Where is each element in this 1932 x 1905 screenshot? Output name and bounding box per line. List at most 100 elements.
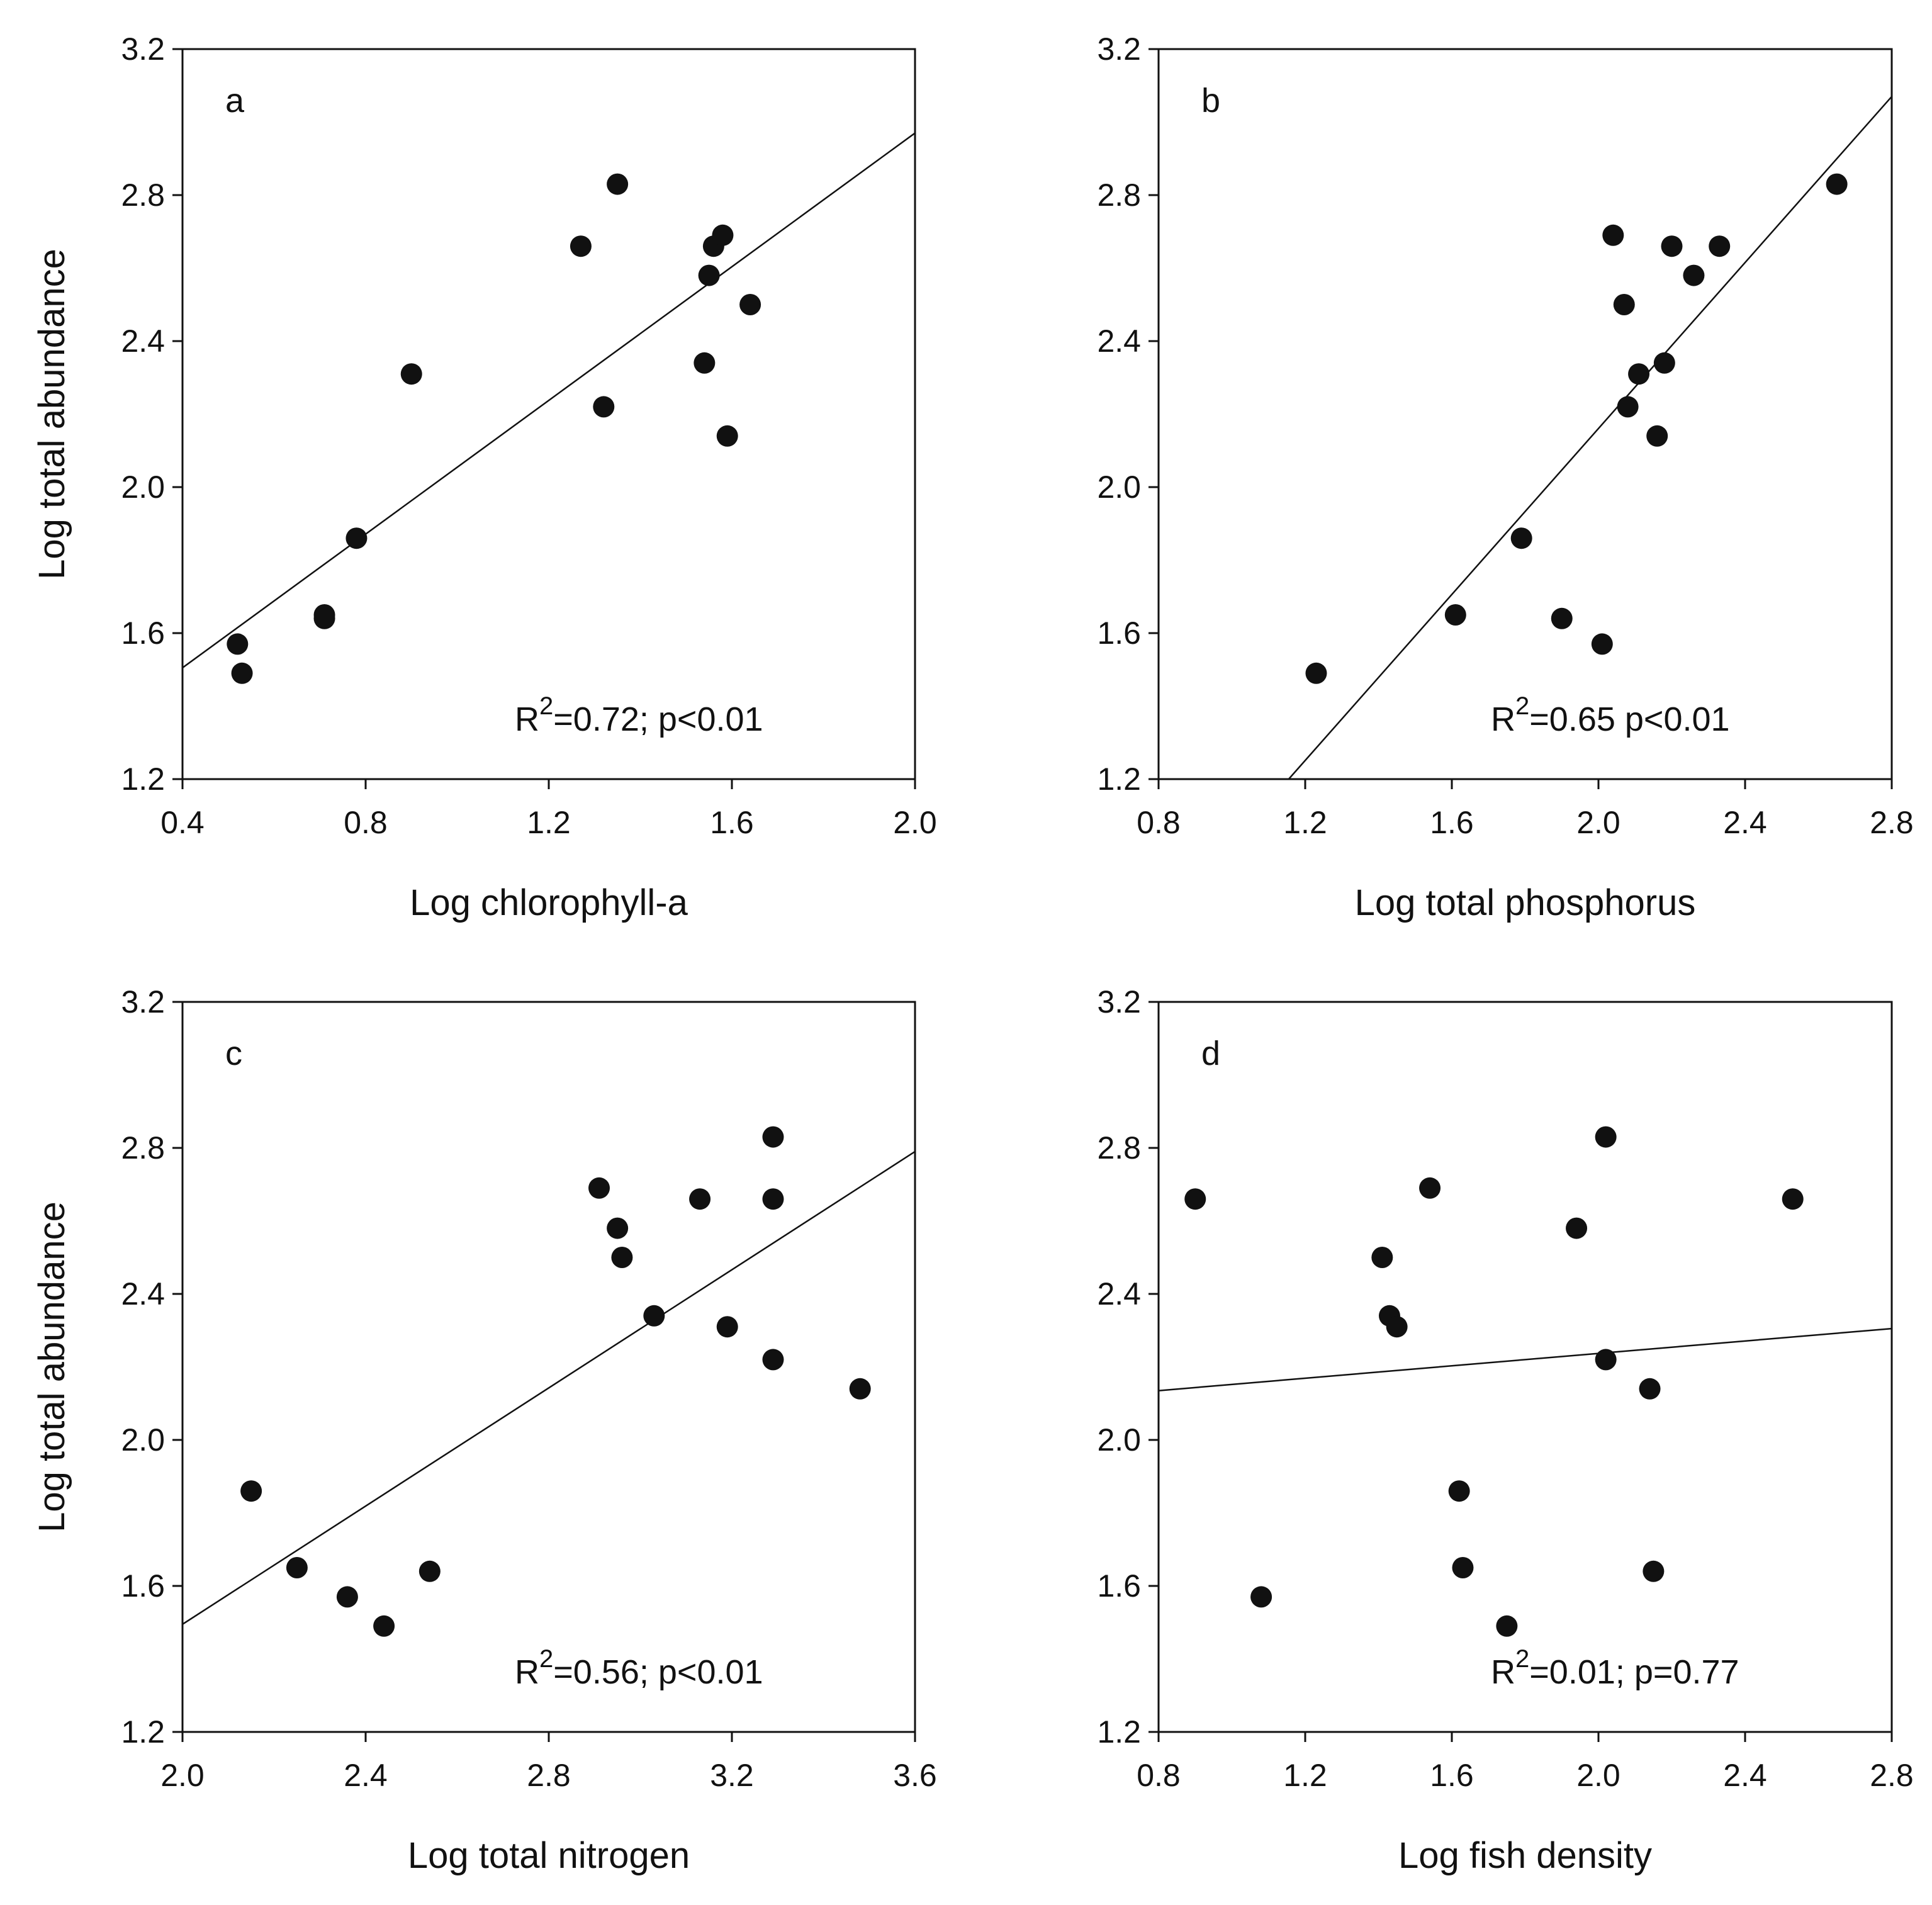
data-point xyxy=(1661,235,1683,257)
x-tick-label: 2.4 xyxy=(1723,1758,1767,1793)
y-tick-label: 1.6 xyxy=(1097,615,1141,651)
panel-d: 0.8 1.2 1.6 2.0 2.4 2.8 1.2 1.6 2.0 2.4 2.8 3.2 Log … xyxy=(1097,984,1913,1876)
data-point xyxy=(1591,633,1613,655)
data-point xyxy=(1709,235,1731,257)
panel-b: 0.8 1.2 1.6 2.0 2.4 2.8 1.2 1.6 2.0 2.4 2.8 3.2 Log … xyxy=(1097,31,1913,923)
data-point xyxy=(231,662,253,684)
data-point xyxy=(1551,607,1573,629)
data-point xyxy=(643,1305,665,1327)
data-point xyxy=(593,396,615,418)
panel-letter: c xyxy=(225,1035,242,1072)
x-tick-label: 1.6 xyxy=(710,805,754,840)
y-tick-label: 1.2 xyxy=(1097,1714,1141,1750)
y-tick-label: 1.2 xyxy=(1097,761,1141,797)
regression-line xyxy=(183,1150,915,1625)
y-tick-label: 3.2 xyxy=(1097,31,1141,67)
y-tick-label: 1.2 xyxy=(121,1714,165,1750)
y-tick-label: 3.2 xyxy=(1097,984,1141,1020)
x-tick-label: 1.6 xyxy=(1430,805,1474,840)
regression-line xyxy=(183,132,915,669)
data-point xyxy=(712,224,734,246)
data-point xyxy=(698,264,720,286)
y-tick-label: 1.6 xyxy=(1097,1568,1141,1604)
data-point xyxy=(1639,1378,1661,1400)
regression-line xyxy=(1159,1327,1892,1391)
data-point xyxy=(400,363,422,385)
x-tick-label: 0.8 xyxy=(1137,1758,1181,1793)
x-tick-label: 2.8 xyxy=(1870,1758,1914,1793)
x-tick-label: 3.6 xyxy=(893,1758,937,1793)
regression-stats: R2=0.01; p=0.77 xyxy=(1491,1645,1739,1691)
data-point xyxy=(1683,264,1705,286)
y-tick-label: 3.2 xyxy=(121,984,165,1020)
x-tick-label: 0.4 xyxy=(160,805,205,840)
data-point xyxy=(1566,1217,1588,1239)
x-tick-label: 2.4 xyxy=(344,1758,388,1793)
y-axis-label: Log total abundance xyxy=(31,249,72,580)
data-point xyxy=(1444,604,1466,626)
x-axis-label: Log total phosphorus xyxy=(1355,882,1696,923)
x-tick-label: 2.0 xyxy=(1576,805,1620,840)
data-point xyxy=(716,425,738,447)
data-point xyxy=(739,294,761,315)
data-point xyxy=(1595,1126,1617,1148)
data-point xyxy=(1643,1560,1665,1582)
data-point xyxy=(1617,396,1639,418)
x-tick-label: 0.8 xyxy=(344,805,388,840)
data-point xyxy=(1510,527,1532,549)
x-tick-label: 3.2 xyxy=(710,1758,754,1793)
y-tick-label: 2.0 xyxy=(1097,1422,1141,1458)
panel-letter: a xyxy=(225,82,245,120)
plot-frame xyxy=(1157,1001,1893,1733)
y-tick-label: 2.8 xyxy=(121,1130,165,1166)
data-point xyxy=(1595,1349,1617,1371)
data-point xyxy=(313,607,335,629)
data-point xyxy=(336,1586,358,1608)
x-tick-label: 2.8 xyxy=(527,1758,571,1793)
y-tick-label: 2.0 xyxy=(121,469,165,505)
y-tick-label: 3.2 xyxy=(121,31,165,67)
data-point xyxy=(694,352,716,374)
y-tick-label: 2.8 xyxy=(1097,1130,1141,1166)
panel-a: 0.4 0.8 1.2 1.6 2.0 1.2 1.6 2.0 2.4 2.8 3.2 Log chl… xyxy=(31,31,937,923)
data-point xyxy=(716,1316,738,1338)
data-point xyxy=(1782,1188,1804,1210)
data-point xyxy=(1250,1586,1272,1608)
data-point xyxy=(607,1217,629,1239)
data-point xyxy=(240,1480,262,1502)
x-tick-label: 2.0 xyxy=(893,805,937,840)
panel-letter: d xyxy=(1201,1035,1220,1072)
y-tick-label: 2.8 xyxy=(121,177,165,213)
regression-stats: R2=0.56; p<0.01 xyxy=(515,1645,763,1691)
x-tick-label: 1.6 xyxy=(1430,1758,1474,1793)
y-tick-label: 2.8 xyxy=(1097,177,1141,213)
data-point xyxy=(1305,662,1327,684)
y-tick-label: 1.6 xyxy=(121,615,165,651)
data-point xyxy=(373,1615,395,1637)
x-axis-label: Log chlorophyll-a xyxy=(410,882,688,923)
data-point xyxy=(1496,1615,1518,1637)
data-point xyxy=(762,1126,784,1148)
data-point xyxy=(1613,294,1635,315)
data-point xyxy=(607,173,629,195)
data-point xyxy=(762,1349,784,1371)
x-tick-label: 2.8 xyxy=(1870,805,1914,840)
regression-line xyxy=(1288,96,1892,779)
data-point xyxy=(762,1188,784,1210)
data-point xyxy=(1419,1177,1441,1199)
panel-c: 2.0 2.4 2.8 3.2 3.6 1.2 1.6 2.0 2.4 2.8 3.2 Log tot… xyxy=(31,984,937,1876)
data-point xyxy=(1452,1557,1474,1578)
data-point xyxy=(286,1557,308,1578)
y-tick-label: 2.4 xyxy=(121,1276,165,1312)
regression-stats: R2=0.65 p<0.01 xyxy=(1491,692,1730,738)
data-point xyxy=(418,1560,441,1582)
data-point xyxy=(611,1247,633,1268)
x-tick-label: 2.4 xyxy=(1723,805,1767,840)
x-tick-label: 1.2 xyxy=(527,805,571,840)
data-point xyxy=(849,1378,871,1400)
y-tick-label: 2.0 xyxy=(121,1422,165,1458)
y-tick-label: 2.4 xyxy=(1097,323,1141,359)
x-axis-label: Log total nitrogen xyxy=(408,1835,690,1876)
x-tick-label: 0.8 xyxy=(1137,805,1181,840)
